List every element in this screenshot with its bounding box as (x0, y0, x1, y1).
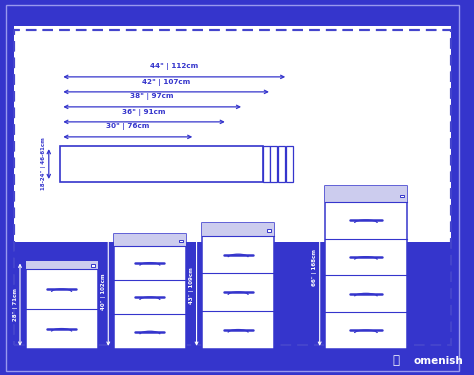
Bar (202, 223, 274, 349)
Text: 40" | 102cm: 40" | 102cm (101, 273, 106, 310)
Bar (114, 234, 186, 349)
Text: 30" | 76cm: 30" | 76cm (106, 123, 149, 130)
Bar (325, 186, 407, 349)
Bar (179, 240, 183, 242)
Bar (114, 234, 186, 246)
Bar (26, 261, 98, 349)
Text: 28" | 71cm: 28" | 71cm (13, 288, 18, 321)
Bar (267, 230, 271, 232)
Text: 66" | 168cm: 66" | 168cm (312, 249, 318, 286)
Bar (286, 146, 293, 182)
Text: omenish: omenish (413, 356, 463, 366)
Bar (60, 146, 263, 182)
Bar (263, 146, 270, 182)
Text: 36" | 91cm: 36" | 91cm (122, 108, 166, 115)
Bar (271, 146, 277, 182)
Text: Ⓘ: Ⓘ (393, 354, 400, 367)
Text: 42" | 107cm: 42" | 107cm (142, 78, 190, 86)
Bar (14, 26, 451, 343)
Bar (278, 146, 285, 182)
Bar (14, 30, 451, 345)
Text: 43" | 109cm: 43" | 109cm (189, 268, 194, 305)
Bar (325, 186, 407, 202)
Text: LATERAL FILE CABINET DIMENSIONS: LATERAL FILE CABINET DIMENSIONS (97, 9, 368, 21)
Text: 44" | 112cm: 44" | 112cm (150, 63, 199, 70)
Text: 38" | 97cm: 38" | 97cm (130, 93, 174, 100)
Bar (14, 30, 451, 345)
Text: 18-24" | 46-61cm: 18-24" | 46-61cm (41, 138, 46, 190)
Bar (202, 223, 274, 236)
Bar (14, 242, 451, 343)
Bar (91, 264, 95, 267)
Bar (26, 261, 98, 269)
Bar (400, 195, 404, 197)
